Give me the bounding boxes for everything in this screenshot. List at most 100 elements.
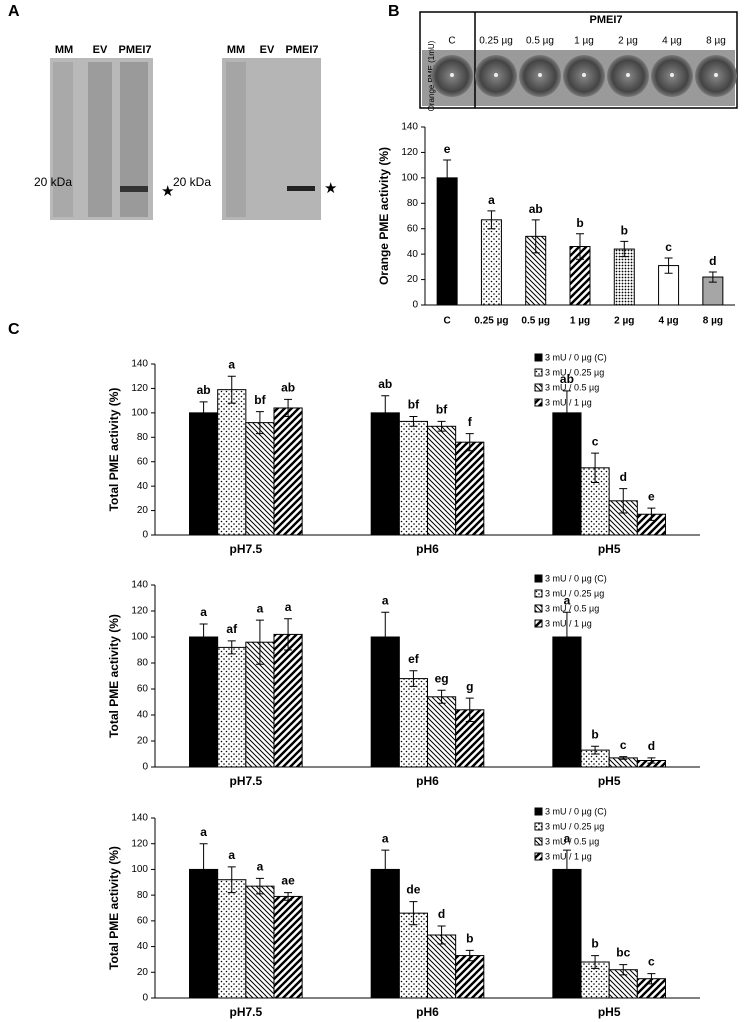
bar: [370, 412, 400, 536]
letter: d: [620, 470, 627, 484]
letter: a: [200, 825, 207, 839]
letter: b: [466, 932, 473, 946]
y-axis-label: Orange PME activity (%): [377, 147, 391, 285]
error-bar: [562, 849, 571, 890]
letter: a: [382, 593, 389, 607]
letter: ae: [281, 874, 295, 888]
y-tick-label: 40: [137, 941, 149, 952]
error-bar: [409, 901, 418, 926]
letter: d: [438, 907, 445, 921]
error-bar: [199, 843, 208, 896]
legend-label: 3 mU / 0.5 µg: [545, 603, 599, 613]
letter: f: [468, 415, 473, 429]
legend-swatch: [534, 353, 543, 362]
bar: [273, 407, 303, 536]
letter: bf: [254, 393, 266, 407]
bar: [273, 633, 303, 768]
x-tick-label: pH7.5: [229, 542, 262, 556]
lane-label: MM: [227, 44, 245, 56]
letter: b: [591, 937, 598, 951]
error-bar: [227, 866, 236, 894]
error-bar: [531, 219, 540, 254]
panel-label: C: [8, 321, 20, 338]
marker-label: 20 kDa: [34, 175, 72, 189]
bar: [398, 678, 429, 768]
y-tick-label: 80: [137, 432, 149, 443]
error-bar: [284, 892, 293, 901]
legend-label: 3 mU / 1 µg: [545, 397, 592, 407]
bar: [455, 955, 485, 999]
letter: a: [564, 831, 571, 845]
error-bar: [284, 618, 293, 651]
x-tick-label: C: [444, 316, 451, 327]
bar: [398, 912, 429, 999]
legend-swatch: [534, 822, 543, 831]
x-tick-label: 4 µg: [658, 316, 678, 327]
y-tick-label: 40: [407, 249, 419, 260]
x-tick-label: 8 µg: [703, 316, 723, 327]
error-bar: [437, 925, 446, 945]
legend-swatch: [534, 807, 543, 816]
x-tick-label: pH5: [598, 774, 621, 788]
letter: bf: [408, 398, 420, 412]
y-axis-label: Total PME activity (%): [107, 388, 121, 512]
y-tick-label: 140: [131, 359, 148, 370]
plate: PMEI7 Orange PME (1mU) C0.25 µg0.5 µg1 µ…: [419, 11, 738, 111]
y-tick-label: 60: [137, 684, 149, 695]
letter: ef: [408, 652, 420, 666]
legend-label: 3 mU / 0 µg (C): [545, 573, 607, 583]
bar: [245, 422, 275, 536]
error-bar: [443, 159, 452, 197]
legend-swatch: [534, 383, 543, 392]
y-tick-label: 60: [137, 915, 149, 926]
well-label: 0.25 µg: [479, 36, 513, 47]
bar: [398, 420, 429, 536]
plate-header: PMEI7: [589, 14, 622, 26]
x-tick-label: pH7.5: [229, 774, 262, 788]
letter: a: [488, 193, 495, 207]
y-tick-label: 140: [131, 813, 148, 824]
y-tick-label: 40: [137, 481, 149, 492]
panel-label: B: [388, 3, 400, 20]
letter: bf: [436, 403, 448, 417]
legend-swatch: [534, 398, 543, 407]
error-bar: [199, 623, 208, 651]
error-bar: [620, 240, 629, 258]
letter: a: [564, 593, 571, 607]
y-tick-label: 80: [407, 198, 419, 209]
lane-label: PMEI7: [118, 44, 151, 56]
legend-label: 3 mU / 0.25 µg: [545, 367, 604, 377]
error-bar: [465, 433, 474, 452]
error-bar: [562, 390, 571, 436]
bar: [189, 636, 219, 768]
lane-label: EV: [93, 44, 108, 56]
y-tick-label: 60: [137, 456, 149, 467]
x-tick-label: pH5: [598, 1005, 621, 1019]
letter: b: [621, 224, 628, 238]
y-tick-label: 100: [131, 864, 148, 875]
error-bar: [227, 375, 236, 404]
y-tick-label: 60: [407, 223, 419, 234]
y-tick-label: 120: [131, 838, 148, 849]
legend-label: 3 mU / 0.25 µg: [545, 588, 604, 598]
bar: [552, 868, 582, 999]
letter: a: [200, 605, 207, 619]
well-label: C: [448, 36, 455, 47]
bar: [427, 696, 457, 768]
error-bar: [619, 488, 628, 514]
y-tick-label: 140: [131, 580, 148, 591]
legend-label: 3 mU / 0 µg (C): [545, 352, 607, 362]
letter: a: [285, 600, 292, 614]
legend-label: 3 mU / 0.5 µg: [545, 382, 599, 392]
letter: ab: [378, 377, 392, 391]
letter: af: [226, 622, 238, 636]
letter: de: [406, 883, 420, 897]
letter: a: [228, 357, 235, 371]
y-axis-label: Total PME activity (%): [107, 846, 121, 970]
x-tick-label: 0.25 µg: [474, 316, 508, 327]
letter: ab: [281, 381, 295, 395]
error-bar: [409, 416, 418, 427]
error-bar: [647, 757, 656, 764]
y-tick-label: 100: [131, 632, 148, 643]
letter: c: [592, 434, 599, 448]
